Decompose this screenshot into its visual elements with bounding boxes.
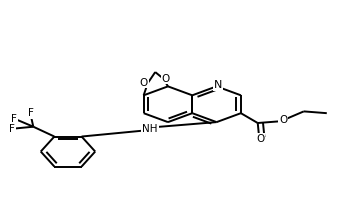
Text: O: O — [279, 115, 288, 125]
Text: F: F — [9, 124, 15, 134]
Text: O: O — [256, 134, 264, 144]
Text: O: O — [140, 78, 148, 88]
Text: O: O — [161, 74, 170, 84]
Text: F: F — [11, 113, 17, 124]
Text: N: N — [214, 80, 222, 90]
Text: NH: NH — [142, 124, 158, 134]
Text: F: F — [28, 108, 34, 118]
